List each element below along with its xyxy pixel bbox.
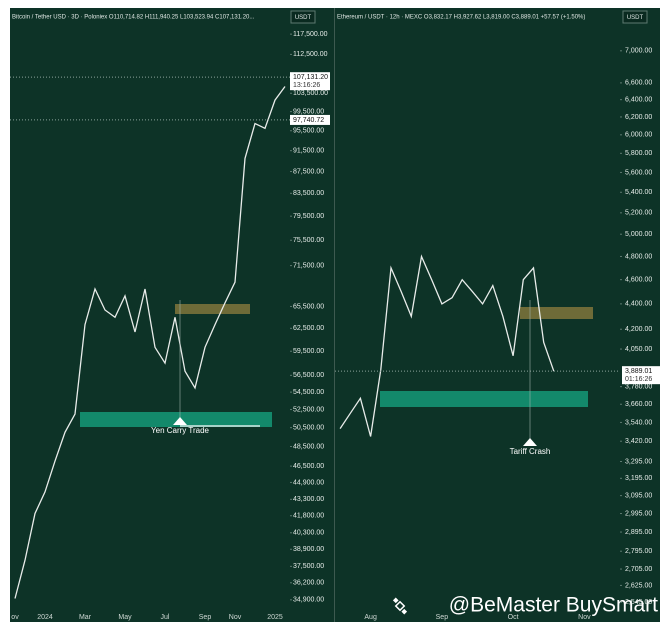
price-label: 97,740.72 [293,117,324,124]
x-tick-label: 2024 [37,614,53,621]
y-tick-label: 41,800.00 [293,513,324,520]
y-tick-label: 48,500.00 [293,443,324,450]
x-tick-label: Nov [229,614,242,621]
y-tick-label: 75,500.00 [293,237,324,244]
y-tick-label: 3,195.00 [625,475,652,482]
y-tick-label: 103,500.00 [293,90,328,97]
y-tick-label: 3,420.00 [625,438,652,445]
y-tick-label: 2,705.00 [625,566,652,573]
y-tick-label: 99,500.00 [293,108,324,115]
right-panel [335,8,660,622]
y-tick-label: 6,600.00 [625,80,652,87]
y-tick-label: 34,900.00 [293,597,324,604]
currency-label: USDT [627,15,644,21]
y-tick-label: 79,500.00 [293,213,324,220]
y-tick-label: 40,300.00 [293,530,324,537]
x-tick-label: Aug [364,614,377,621]
x-tick-label: Jul [161,614,170,621]
countdown: 13:16:26 [293,82,320,89]
x-tick-label: Nov [578,614,591,621]
y-tick-label: 62,500.00 [293,325,324,332]
y-tick-label: 4,800.00 [625,253,652,260]
price-zone [520,307,593,319]
y-tick-label: 5,600.00 [625,169,652,176]
y-tick-label: 71,500.00 [293,262,324,269]
y-tick-label: 6,000.00 [625,132,652,139]
y-tick-label: 2,895.00 [625,529,652,536]
y-tick-label: 52,500.00 [293,406,324,413]
y-tick-label: 3,540.00 [625,419,652,426]
x-tick-label: Sep [199,614,212,621]
y-tick-label: 112,500.00 [293,51,328,58]
price-label-box [290,114,330,125]
x-tick-label: Mar [79,614,92,621]
y-tick-label: 44,900.00 [293,479,324,486]
y-tick-label: 38,900.00 [293,546,324,553]
price-label: 3,889.01 [625,368,652,375]
annotation-arrow [173,417,187,425]
y-tick-label: 2,545.00 [625,599,652,606]
y-tick-label: 6,200.00 [625,114,652,121]
y-tick-label: 6,400.00 [625,96,652,103]
y-tick-label: 3,295.00 [625,458,652,465]
chart-header: Bitcoin / Tether USD · 3D · Poloniex O11… [12,15,255,21]
y-tick-label: 5,200.00 [625,210,652,217]
price-line [14,86,286,599]
y-tick-label: 43,300.00 [293,496,324,503]
y-tick-label: 5,000.00 [625,231,652,238]
y-tick-label: 4,400.00 [625,301,652,308]
y-tick-label: 95,500.00 [293,128,324,135]
price-zone [80,412,272,427]
y-tick-label: 3,660.00 [625,401,652,408]
y-tick-label: 117,500.00 [293,31,328,38]
y-tick-label: 65,500.00 [293,303,324,310]
annotation-label: Tariff Crash [510,447,551,456]
y-tick-label: 4,600.00 [625,276,652,283]
annotation-label: Yen Carry Trade [151,426,210,435]
y-tick-label: 36,200.00 [293,580,324,587]
y-tick-label: 54,500.00 [293,389,324,396]
y-tick-label: 59,500.00 [293,348,324,355]
y-tick-label: 87,500.00 [293,168,324,175]
y-tick-label: 3,095.00 [625,492,652,499]
y-tick-label: 2,795.00 [625,548,652,555]
left-panel [10,8,334,622]
x-tick-label: ov [11,614,19,621]
price-label: 107,131.20 [293,74,328,81]
watermark: @BeMaster BuySmart [449,594,658,617]
countdown: 01:16:26 [625,376,652,383]
y-tick-label: 3,780.00 [625,384,652,391]
x-tick-label: 2025 [267,614,283,621]
currency-label: USDT [295,15,312,21]
price-zone [175,304,250,314]
y-tick-label: 4,200.00 [625,326,652,333]
x-tick-label: May [118,614,132,621]
y-tick-label: 91,500.00 [293,148,324,155]
y-tick-label: 5,400.00 [625,189,652,196]
y-tick-label: 7,000.00 [625,48,652,55]
chart-header: Ethereum / USDT · 12h · MEXC O3,832.17 H… [337,15,585,21]
currency-box [290,10,316,24]
y-tick-label: 56,500.00 [293,372,324,379]
y-tick-label: 83,500.00 [293,190,324,197]
annotation-arrow [523,438,537,446]
y-tick-label: 46,500.00 [293,463,324,470]
price-zone [380,391,588,407]
price-label-box [622,366,662,385]
y-tick-label: 2,625.00 [625,582,652,589]
y-tick-label: 37,500.00 [293,563,324,570]
y-tick-label: 4,050.00 [625,346,652,353]
currency-box [622,10,648,24]
x-tick-label: Oct [508,614,519,621]
y-tick-label: 5,800.00 [625,150,652,157]
x-tick-label: Sep [436,614,449,621]
price-line [339,254,555,437]
y-tick-label: 2,995.00 [625,510,652,517]
y-tick-label: 50,500.00 [293,424,324,431]
price-label-box [290,72,330,91]
